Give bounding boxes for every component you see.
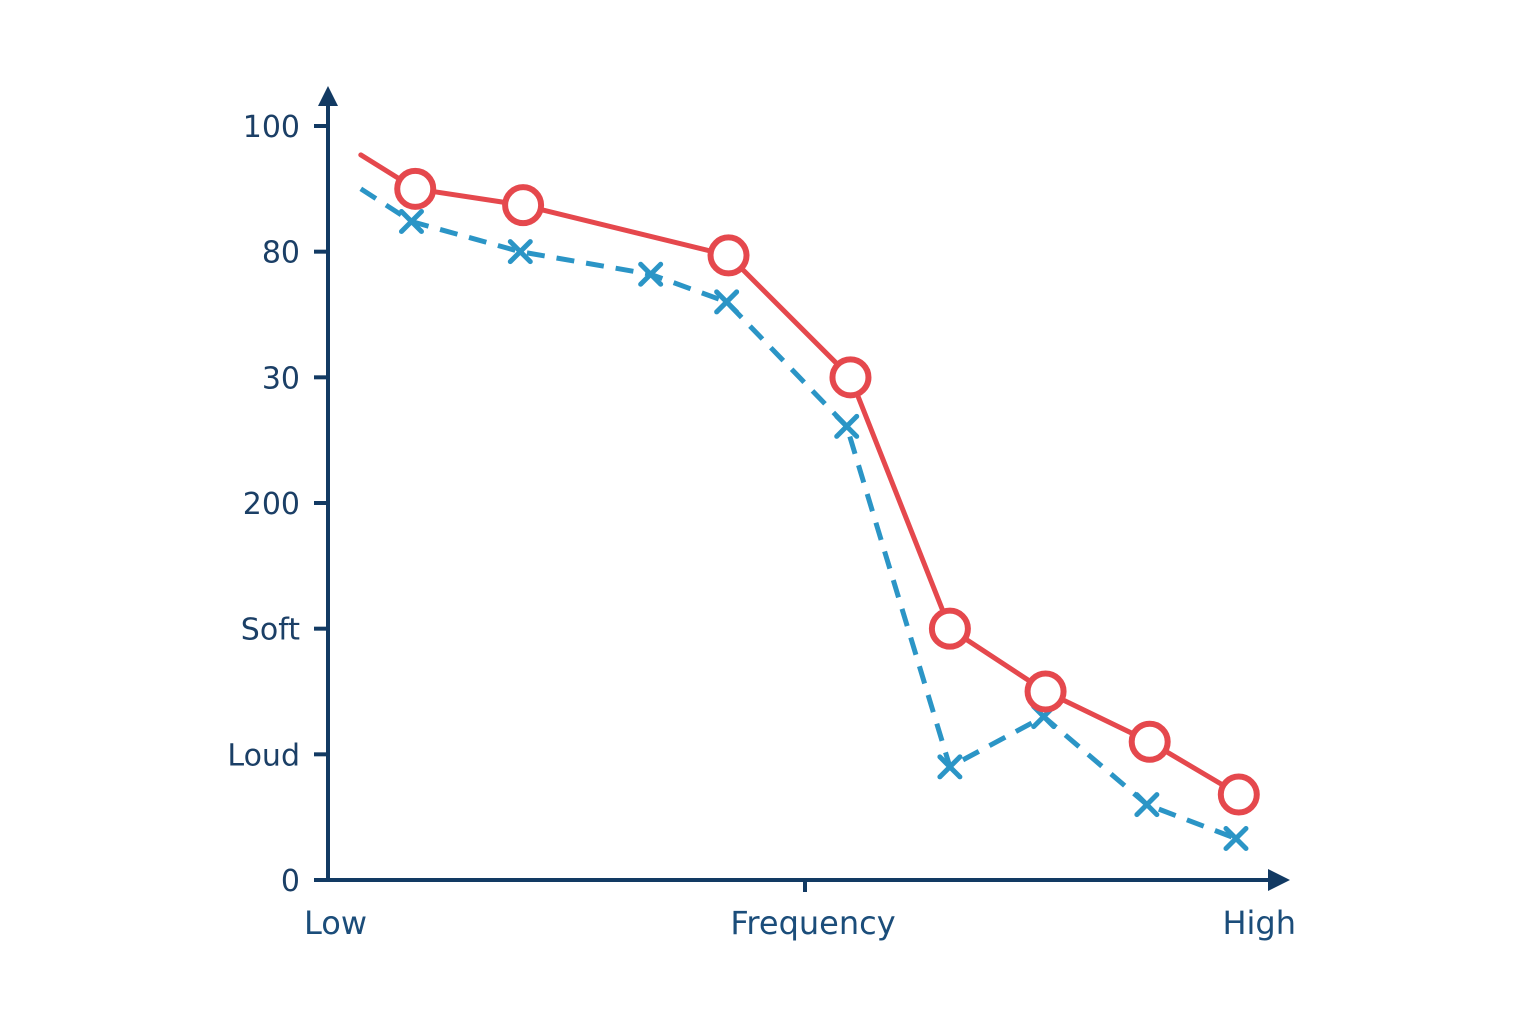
x-marker-point: [398, 209, 424, 235]
x-marker-stroke: [937, 754, 963, 780]
x-marker-point: [1134, 792, 1160, 818]
x-axis-labels: Low Frequency High: [304, 904, 1296, 942]
series-layer: [358, 152, 1260, 852]
x-marker-stroke: [1134, 792, 1160, 818]
y-tick-label: 0: [281, 864, 300, 899]
y-tick-label: Loud: [227, 738, 300, 773]
x-marker-point: [638, 261, 664, 287]
x-marker-point: [714, 289, 740, 315]
x-marker-stroke: [638, 261, 664, 287]
circle-marker-point: [1024, 670, 1067, 713]
x-marker-stroke: [398, 209, 424, 235]
x-tick-label-low: Low: [304, 904, 367, 942]
x-marker-point: [1223, 826, 1249, 852]
x-marker-point: [937, 754, 963, 780]
y-tick-label: 80: [262, 236, 300, 271]
axes: [318, 86, 1290, 892]
x-marker-stroke: [1223, 826, 1249, 852]
x-marker-point: [507, 239, 533, 265]
y-axis-arrow: [318, 86, 338, 106]
circle-marker-point: [829, 356, 872, 399]
y-axis-ticks: 0 Loud Soft 200 30 80 100: [227, 110, 328, 899]
x-axis-title: Frequency: [730, 904, 895, 942]
series-line-blue-dashed: [359, 186, 1237, 841]
circle-marker-point: [707, 234, 750, 277]
x-marker-stroke: [834, 413, 860, 439]
series-line-red-solid: [358, 152, 1242, 797]
circle-marker-point: [928, 607, 971, 650]
x-tick-label-high: High: [1222, 904, 1296, 942]
y-tick-label: 100: [243, 110, 300, 145]
x-axis-arrow: [1268, 869, 1290, 891]
y-tick-label: 200: [243, 487, 300, 522]
x-marker-point: [834, 413, 860, 439]
circle-marker-point: [502, 184, 545, 227]
x-marker-stroke: [507, 239, 533, 265]
circle-marker-point: [394, 167, 437, 210]
x-marker-stroke: [714, 289, 740, 315]
circle-marker-point: [1128, 720, 1171, 763]
y-tick-label: Soft: [241, 613, 300, 648]
y-tick-label: 30: [262, 361, 300, 396]
circle-marker-point: [1217, 773, 1260, 816]
